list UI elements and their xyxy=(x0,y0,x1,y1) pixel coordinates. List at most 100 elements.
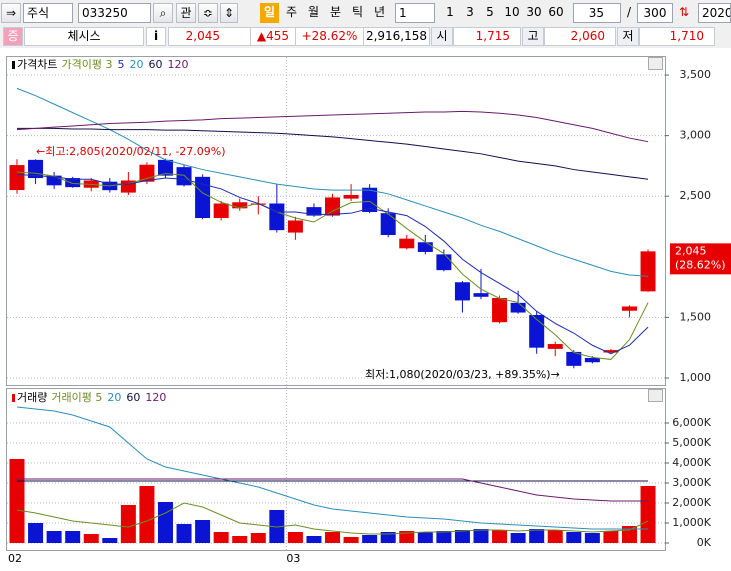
volume-bar xyxy=(436,531,452,543)
volume-bar xyxy=(473,529,489,543)
open: 1,715 xyxy=(453,27,521,46)
candle-body xyxy=(362,187,378,212)
tool-icon[interactable]: ≎ xyxy=(198,3,218,23)
candle-body xyxy=(250,203,266,205)
volume-bar xyxy=(213,532,229,543)
candle-body xyxy=(510,302,526,313)
period-button[interactable]: 년 xyxy=(373,5,386,19)
candle-body xyxy=(157,159,173,176)
candle-body xyxy=(176,167,192,186)
candle-body xyxy=(380,213,396,235)
stock-name: 체시스 xyxy=(24,27,144,46)
open-label: 시 xyxy=(431,27,453,46)
unit-button[interactable]: 30 xyxy=(526,5,542,19)
unit-button[interactable]: 3 xyxy=(466,5,474,19)
y-tick-label: 3,000 xyxy=(680,129,712,142)
volume-bar xyxy=(510,533,526,543)
volume-bar xyxy=(306,536,322,543)
unit-button[interactable]: 10 xyxy=(504,5,520,19)
volume-bar xyxy=(454,530,470,543)
watch-button[interactable]: 관 xyxy=(176,3,196,23)
panel-button[interactable] xyxy=(648,389,663,402)
moving-average xyxy=(16,87,649,277)
menu-icon[interactable]: ⇒ xyxy=(1,3,21,23)
search-button[interactable]: ⌕ xyxy=(153,3,173,23)
volume-bar xyxy=(640,486,656,543)
y-tick-label: 6,000K xyxy=(672,416,711,429)
candle-body xyxy=(343,195,359,199)
code-input[interactable]: 033250 xyxy=(78,3,151,23)
low: 1,710 xyxy=(639,27,715,46)
candle-body xyxy=(287,220,303,233)
y-tick-label: 1,500 xyxy=(680,310,712,323)
market-select[interactable]: 주식 xyxy=(23,3,73,23)
legend-marker xyxy=(12,394,15,402)
rate: +28.62% xyxy=(296,27,364,46)
volume-bar xyxy=(250,533,266,543)
volume-bar xyxy=(139,486,155,543)
candle-body xyxy=(547,344,563,349)
candle-body xyxy=(473,293,489,297)
period-button[interactable]: 분 xyxy=(329,5,342,19)
period-button[interactable]: 틱 xyxy=(351,5,364,19)
volume-bar xyxy=(584,533,600,543)
candle-body xyxy=(269,203,285,231)
volume-bar xyxy=(399,531,415,543)
x-tick-label: 03 xyxy=(286,552,300,565)
unit-button[interactable]: 1 xyxy=(446,5,454,19)
period-button[interactable]: 월 xyxy=(307,5,320,19)
spinner[interactable]: ⇕ xyxy=(220,3,238,23)
volume-bar xyxy=(46,531,62,543)
date-input[interactable]: 2020/ xyxy=(698,3,731,23)
candle-body xyxy=(399,238,415,249)
volume-bar xyxy=(28,523,44,543)
legend-entry: 5 xyxy=(117,58,124,71)
y-tick-label: 1,000K xyxy=(672,516,711,529)
moving-average xyxy=(16,173,649,355)
moving-average xyxy=(16,110,649,143)
legend-title: 가격차트 xyxy=(17,58,57,71)
moving-average xyxy=(17,127,649,180)
y-tick-label: 3,000K xyxy=(672,476,711,489)
y-tick-label: 2,500 xyxy=(680,189,712,202)
y-tick-label: 2,000K xyxy=(672,496,711,509)
info-button[interactable]: i xyxy=(146,27,166,46)
unit-button[interactable]: 5 xyxy=(486,5,494,19)
volume-panel xyxy=(6,388,666,551)
y-tick-label: 0K xyxy=(697,536,712,549)
last-price: 2,045 xyxy=(675,244,707,257)
legend-entry: 120 xyxy=(145,391,166,404)
candle-body xyxy=(603,350,619,353)
candle-body xyxy=(232,202,248,209)
candle-body xyxy=(325,197,341,216)
volume-bar xyxy=(529,529,545,543)
volume-bar xyxy=(102,538,118,543)
candle-body xyxy=(436,254,452,271)
period-button[interactable]: 일 xyxy=(260,3,279,23)
candle-body xyxy=(640,251,656,292)
candle-body xyxy=(65,178,81,188)
tool-icon[interactable]: ⇅ xyxy=(678,5,690,19)
legend-entry: 20 xyxy=(129,58,143,71)
panel-button[interactable] xyxy=(648,57,663,70)
volume-bar xyxy=(176,524,192,543)
legend-entry: 60 xyxy=(148,58,162,71)
period-button[interactable]: 주 xyxy=(285,5,298,19)
volume-bar xyxy=(380,532,396,543)
unit-select[interactable]: 1 xyxy=(395,3,435,23)
unit-button[interactable]: 60 xyxy=(548,5,564,19)
candle-body xyxy=(454,282,470,301)
high-label: 고 xyxy=(522,27,544,46)
low-annotation: 최저:1,080(2020/03/23, +89.35%)→ xyxy=(365,368,560,381)
volume-bar xyxy=(195,520,211,543)
volume-bar xyxy=(343,537,359,543)
total-input[interactable]: 300 xyxy=(637,3,673,23)
legend-marker xyxy=(12,61,15,69)
y-tick-label: 3,500 xyxy=(680,68,712,81)
count-input[interactable]: 35 xyxy=(573,3,621,23)
volume-bar xyxy=(325,532,341,543)
moving-average xyxy=(16,406,649,530)
volume-bar xyxy=(157,502,173,543)
